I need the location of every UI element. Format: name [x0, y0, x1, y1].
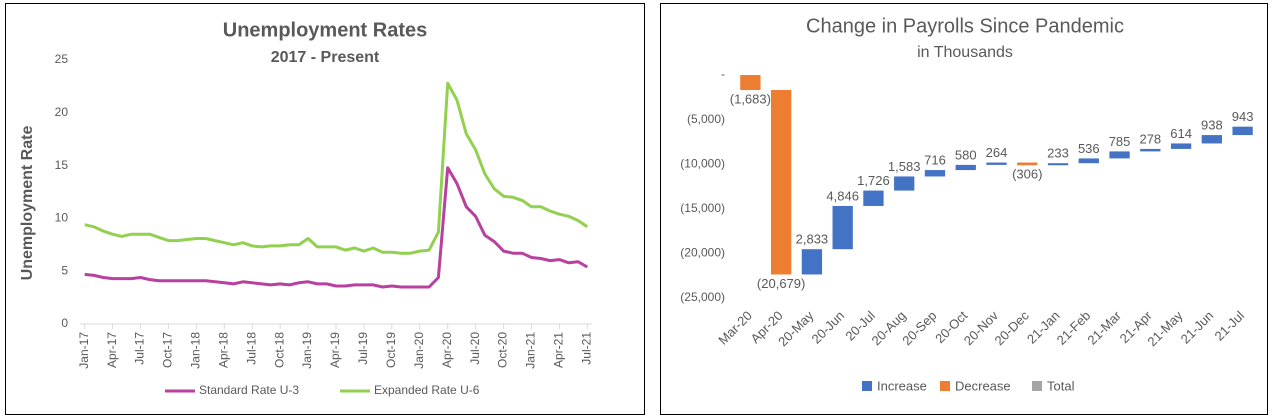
- data-label: 233: [1047, 146, 1069, 161]
- y-tick-label: 20: [55, 105, 69, 119]
- x-tick-label: Jan-18: [189, 332, 203, 369]
- x-tick-label: Apr-17: [105, 332, 119, 368]
- bar: [832, 205, 853, 250]
- x-tick-label: Oct-17: [161, 332, 175, 368]
- data-label: 1,583: [888, 159, 921, 174]
- y-tick-label: (15,000): [680, 201, 725, 215]
- bar: [1201, 135, 1223, 144]
- y-tick-label: (10,000): [680, 156, 725, 170]
- chart-title: Change in Payrolls Since Pandemic: [806, 15, 1124, 37]
- x-tick-label: Apr-19: [328, 332, 342, 368]
- data-label: 785: [1109, 134, 1131, 149]
- bar: [955, 164, 976, 171]
- y-tick-label: 5: [61, 263, 68, 277]
- x-tick-label: Oct-18: [272, 332, 286, 368]
- legend-label: Standard Rate U-3: [199, 383, 299, 397]
- y-tick-label: (20,000): [680, 246, 725, 260]
- data-line: [84, 166, 589, 289]
- bar: [1170, 143, 1192, 149]
- chart-frame: [5, 3, 645, 415]
- bar: [863, 190, 884, 206]
- x-tick-label: Apr-20: [440, 332, 454, 368]
- y-tick-label: 25: [55, 52, 69, 66]
- data-label: 4,846: [826, 188, 859, 203]
- data-label: 264: [986, 145, 1008, 160]
- legend-label: Total: [1047, 378, 1075, 393]
- y-tick-label: (25,000): [680, 290, 725, 304]
- y-tick-label: 10: [55, 211, 69, 225]
- bar: [1017, 162, 1038, 166]
- x-tick-label: Jan-21: [524, 332, 538, 369]
- bar: [1109, 151, 1130, 159]
- x-tick-label: Jan-19: [300, 332, 314, 369]
- x-tick-label: Oct-20: [496, 332, 510, 368]
- x-tick-label: Jul-20: [468, 332, 482, 365]
- data-label: 943: [1232, 109, 1254, 124]
- bar: [1078, 158, 1099, 164]
- y-tick-label: 0: [61, 316, 68, 330]
- y-axis-label: Unemployment Rate: [19, 126, 36, 281]
- bar: [1140, 148, 1161, 152]
- y-tick-label: (5,000): [687, 112, 725, 126]
- x-tick-label: Oct-19: [384, 332, 398, 368]
- bar: [770, 90, 792, 275]
- data-label: 716: [924, 153, 946, 168]
- data-label: 938: [1201, 118, 1223, 133]
- x-tick-label: Jan-17: [77, 332, 91, 369]
- data-line: [84, 81, 589, 255]
- x-tick-label: Jul-19: [356, 332, 370, 365]
- x-tick-label: Jul-18: [244, 332, 258, 365]
- data-label: (306): [1012, 167, 1042, 182]
- data-label: (20,679): [757, 276, 805, 291]
- data-label: 2,833: [796, 232, 829, 247]
- legend-swatch: [940, 381, 950, 391]
- x-tick-label: Jan-20: [412, 332, 426, 369]
- chart-subtitle: in Thousands: [917, 44, 1013, 61]
- x-tick-label: Apr-21: [552, 332, 566, 368]
- data-label: (1,683): [730, 91, 771, 106]
- bar: [986, 162, 1007, 165]
- bar: [1232, 126, 1253, 136]
- y-tick-label: 15: [55, 158, 69, 172]
- x-tick-label: Apr-18: [216, 332, 230, 368]
- bar: [894, 176, 915, 191]
- data-label: 580: [955, 147, 977, 162]
- data-label: 278: [1139, 131, 1161, 146]
- chart-title: Unemployment Rates: [223, 19, 428, 41]
- data-label: 536: [1078, 141, 1100, 156]
- bar: [801, 249, 823, 275]
- y-tick-label: -: [721, 67, 725, 81]
- legend-swatch: [862, 381, 872, 391]
- legend-label: Expanded Rate U-6: [374, 383, 480, 397]
- bar: [924, 170, 946, 177]
- bar: [1047, 163, 1069, 166]
- data-label: 614: [1170, 126, 1192, 141]
- legend-swatch: [1032, 381, 1042, 391]
- bar: [740, 75, 761, 91]
- chart-subtitle: 2017 - Present: [271, 49, 380, 66]
- legend-label: Decrease: [955, 378, 1011, 393]
- legend-label: Increase: [877, 378, 927, 393]
- x-tick-label: Jul-17: [133, 332, 147, 365]
- chart-frame: [660, 3, 1268, 415]
- data-label: 1,726: [857, 173, 890, 188]
- x-tick-label: Jul-21: [580, 332, 594, 365]
